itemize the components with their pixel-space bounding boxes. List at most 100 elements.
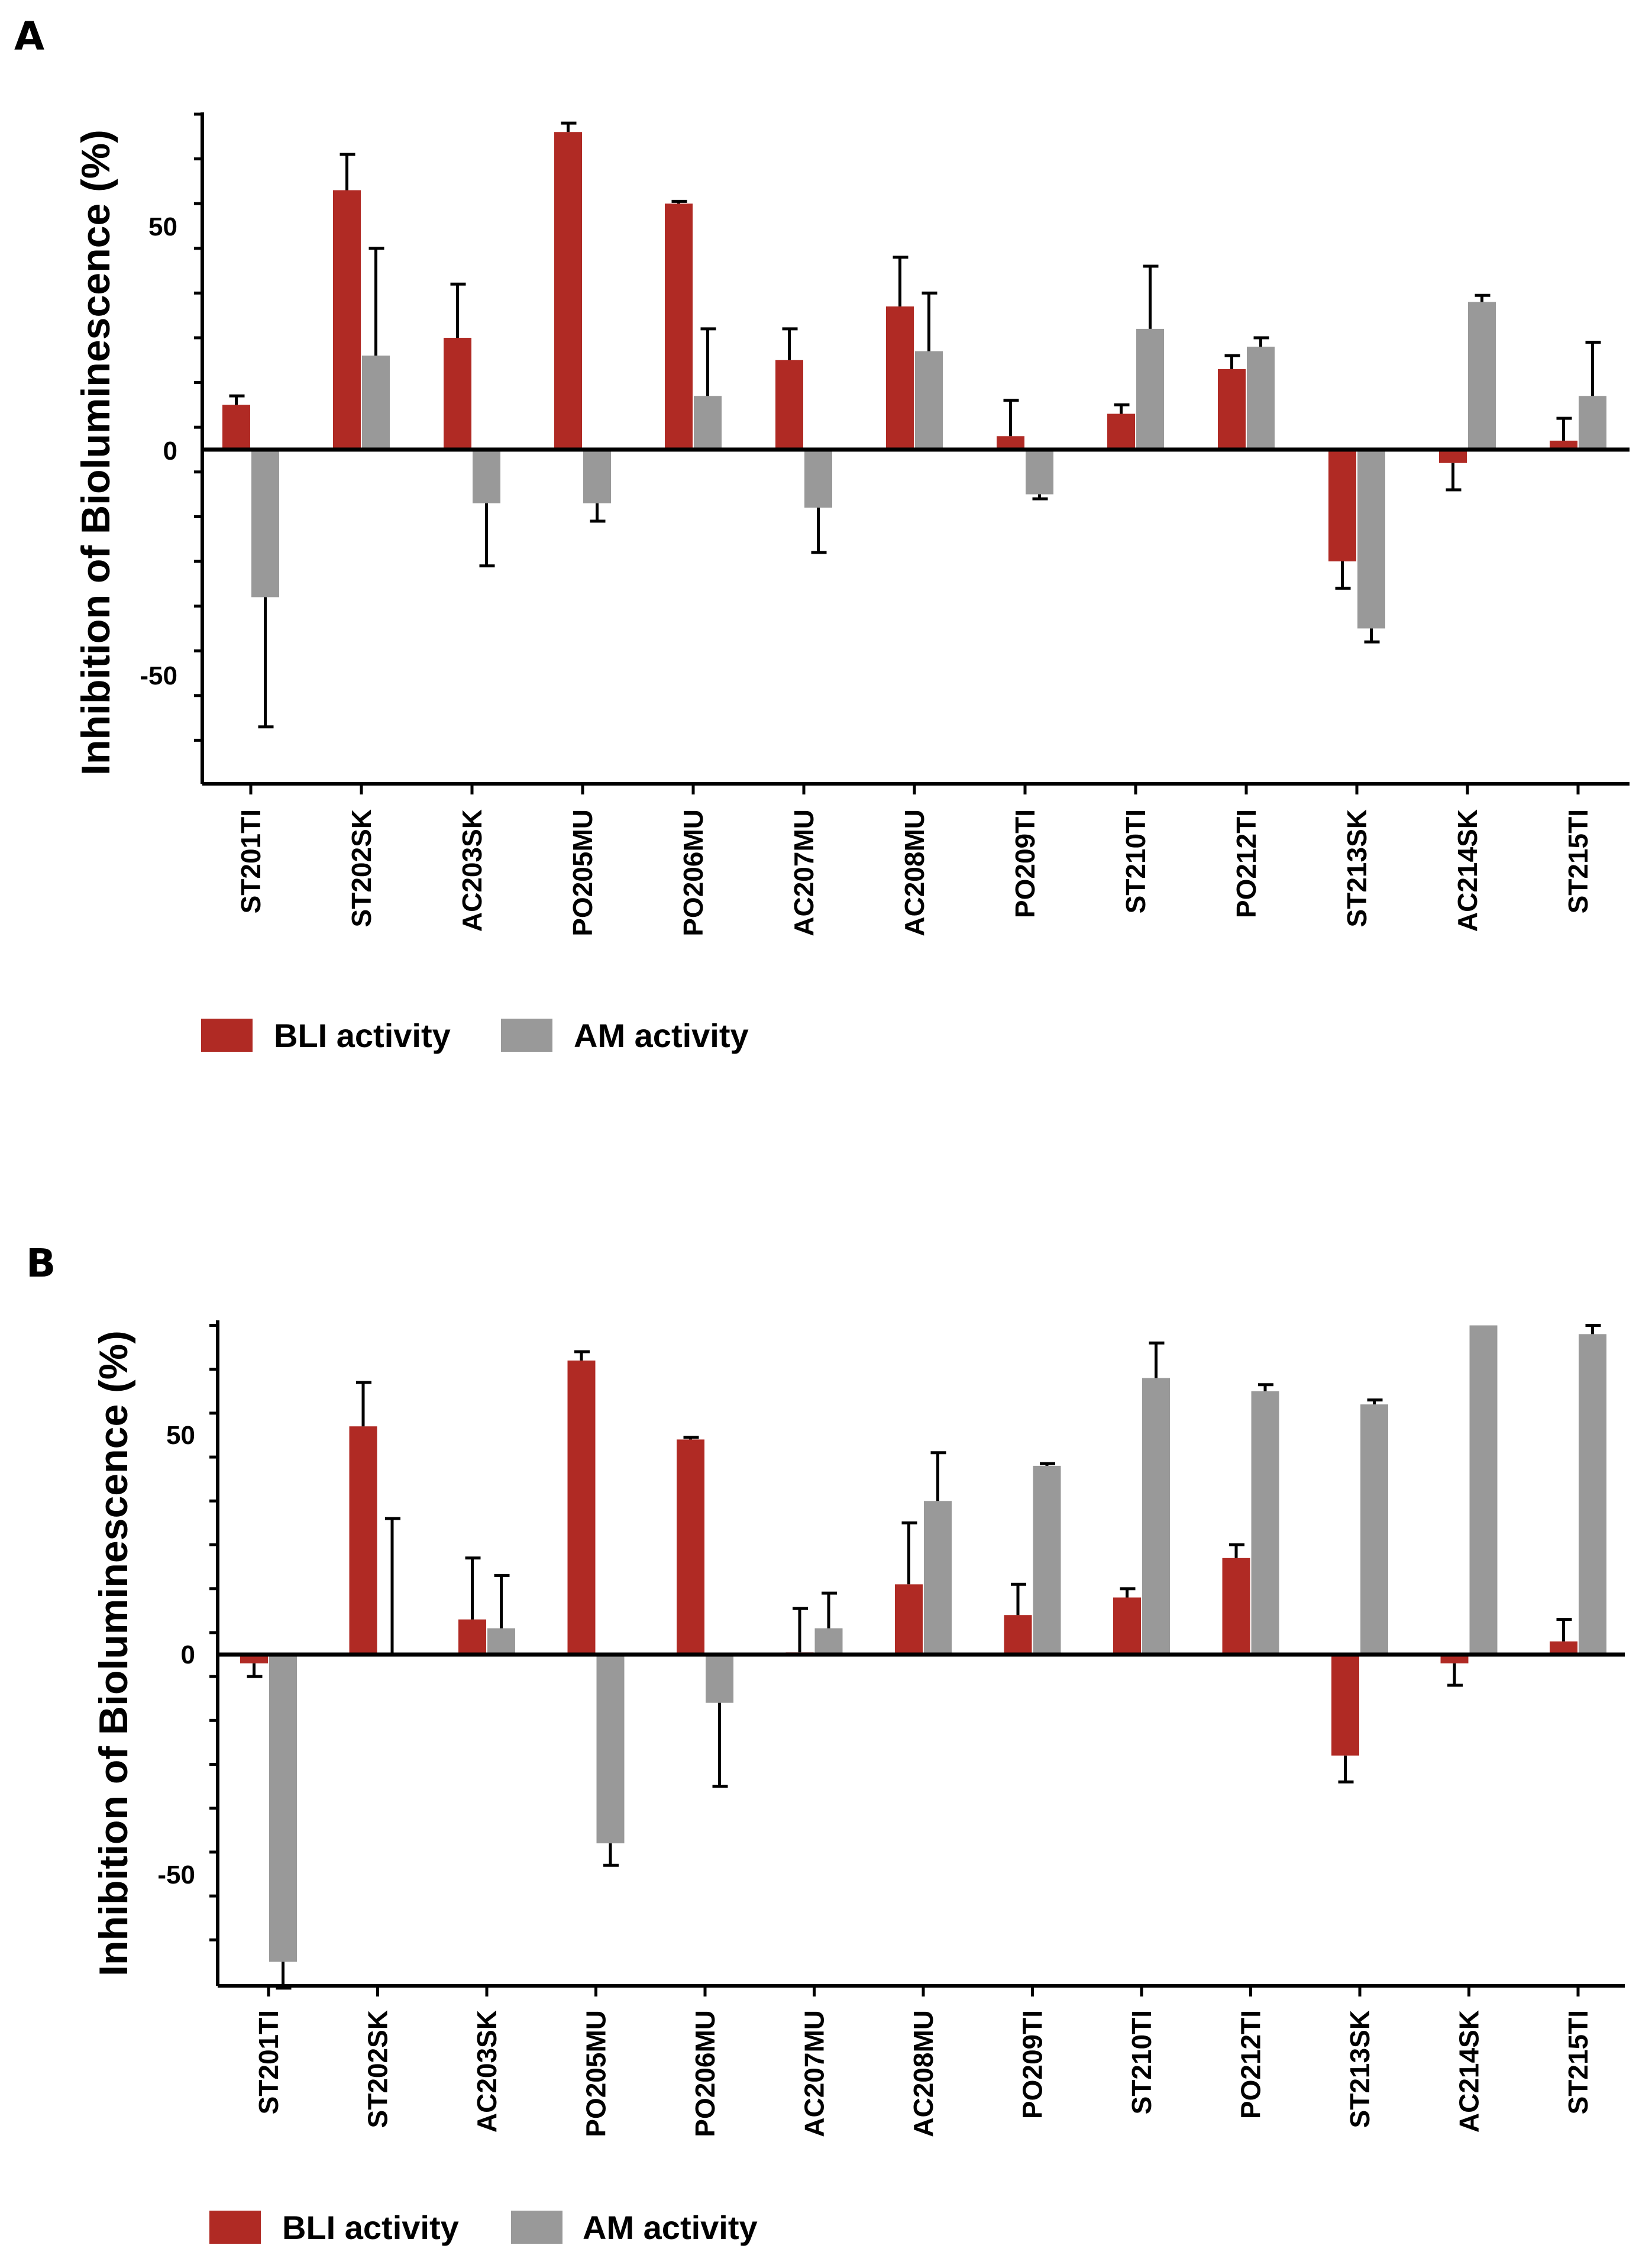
- x-tick-label-st215ti: ST215TI: [1563, 2010, 1593, 2114]
- error-bar-am-st210ti: [1143, 264, 1159, 329]
- x-tick-label-po212ti: PO212TI: [1231, 809, 1262, 918]
- bar-bli-st213sk: [1331, 1655, 1359, 1756]
- error-bar-am-po212ti: [1258, 1383, 1273, 1391]
- x-tick-label-po205mu: PO205MU: [581, 2010, 612, 2137]
- legend-label-am: AM activity: [583, 2209, 758, 2246]
- bar-am-ac208mu: [924, 1501, 952, 1655]
- bar-am-ac207mu: [814, 1628, 843, 1655]
- bar-am-po205mu: [583, 450, 611, 503]
- error-bar-am-ac203sk: [479, 503, 495, 568]
- error-bar-bli-st213sk: [1335, 561, 1351, 590]
- error-bar-bli-ac207mu: [782, 327, 798, 360]
- error-bar-am-ac208mu: [930, 1451, 946, 1501]
- bar-am-st201ti: [269, 1655, 297, 1962]
- error-bar-am-st215ti: [1585, 1324, 1601, 1335]
- panel-b-y-tick-labels: 50 0 -50: [157, 1421, 195, 1889]
- error-bar-bli-st215ti: [1556, 1618, 1572, 1642]
- error-bar-bli-po205mu: [574, 1350, 590, 1361]
- bar-am-st215ti: [1579, 1334, 1606, 1655]
- x-tick-label-ac208mu: AC208MU: [899, 809, 930, 936]
- error-bar-am-ac214sk: [1475, 293, 1491, 302]
- x-tick-label-ac203sk: AC203SK: [457, 809, 487, 932]
- bar-bli-po205mu: [567, 1360, 596, 1655]
- x-tick-label-ac203sk: AC203SK: [471, 2010, 502, 2133]
- bar-bli-ac208mu: [886, 306, 914, 450]
- bar-am-st202sk: [362, 356, 390, 450]
- bar-am-st201ti: [251, 450, 279, 597]
- error-bar-bli-st202sk: [356, 1381, 371, 1427]
- error-bar-am-po212ti: [1253, 336, 1269, 347]
- bar-bli-ac203sk: [444, 338, 471, 450]
- error-bar-bli-st213sk: [1338, 1755, 1354, 1784]
- bar-am-st215ti: [1579, 396, 1606, 450]
- error-bar-am-st201ti: [258, 597, 274, 729]
- bar-bli-po212ti: [1222, 1558, 1250, 1655]
- panel-b-x-tick-labels: ST201TI ST202SK AC203SK PO205MU PO206MU AC207…: [253, 2010, 1593, 2137]
- panel-a-y-tick-labels: 50 0 -50: [140, 212, 177, 690]
- panel-b-chart: B Inhibition of Bioluminescence (%) 50 0…: [26, 1240, 1625, 2246]
- x-tick-label-po209ti: PO209TI: [1017, 2010, 1048, 2119]
- error-bar-am-ac208mu: [922, 291, 937, 351]
- bar-am-po205mu: [596, 1655, 625, 1844]
- x-tick-label-st202sk: ST202SK: [346, 809, 377, 927]
- error-bar-am-ac207mu: [822, 1591, 837, 1629]
- legend-label-am: AM activity: [574, 1017, 749, 1054]
- error-bar-bli-po206mu: [683, 1436, 699, 1440]
- x-tick-label-st201ti: ST201TI: [235, 809, 266, 913]
- bar-bli-st201ti: [222, 405, 250, 450]
- error-bar-bli-po212ti: [1229, 1543, 1244, 1558]
- x-tick-label-st210ti: ST210TI: [1120, 809, 1151, 913]
- bar-am-st210ti: [1136, 328, 1164, 450]
- bar-bli-po206mu: [665, 203, 693, 450]
- bar-bli-ac207mu: [775, 360, 803, 450]
- error-bar-am-st202sk: [368, 247, 384, 356]
- error-bar-am-po209ti: [1032, 494, 1048, 500]
- error-bar-bli-po209ti: [1011, 1582, 1026, 1616]
- legend-swatch-bli: [209, 2211, 261, 2244]
- bar-bli-ac214sk: [1440, 1655, 1469, 1663]
- error-bar-am-st213sk: [1367, 1398, 1383, 1405]
- error-bar-bli-ac208mu: [893, 256, 909, 307]
- panel-b-y-axis-label: Inhibition of Bioluminescence (%): [91, 1330, 136, 1976]
- x-tick-label-ac214sk: AC214SK: [1452, 809, 1483, 932]
- x-tick-label-po209ti: PO209TI: [1010, 809, 1040, 918]
- bar-am-po209ti: [1026, 450, 1053, 495]
- x-tick-label-po212ti: PO212TI: [1236, 2010, 1266, 2119]
- x-tick-label-ac207mu: AC207MU: [788, 809, 819, 936]
- legend-label-bli: BLI activity: [282, 2209, 459, 2246]
- x-tick-label-po206mu: PO206MU: [690, 2010, 720, 2137]
- bar-bli-po212ti: [1218, 369, 1246, 450]
- panel-a-x-tick-labels: ST201TI ST202SK AC203SK PO205MU PO206MU AC207…: [235, 809, 1593, 936]
- bar-bli-st213sk: [1328, 450, 1356, 561]
- panel-b-legend: BLI activity AM activity: [209, 2209, 758, 2246]
- panel-a-ytick-label: -50: [140, 661, 177, 690]
- error-bar-bli-ac214sk: [1447, 1663, 1463, 1687]
- panel-a-ytick-label: 50: [148, 212, 177, 241]
- bar-bli-st201ti: [240, 1655, 268, 1663]
- legend-swatch-am: [511, 2211, 562, 2244]
- bar-bli-st210ti: [1107, 413, 1135, 450]
- x-tick-label-po205mu: PO205MU: [567, 809, 598, 936]
- bar-am-po212ti: [1251, 1391, 1279, 1655]
- bar-am-ac214sk: [1469, 1325, 1498, 1655]
- error-bar-bli-st201ti: [247, 1663, 263, 1678]
- error-bar-am-ac203sk: [494, 1574, 510, 1629]
- x-tick-label-st213sk: ST213SK: [1341, 809, 1372, 927]
- bar-am-st213sk: [1360, 1404, 1388, 1655]
- bar-bli-st202sk: [333, 190, 361, 450]
- bar-am-st213sk: [1357, 450, 1385, 629]
- panel-b-ytick-label: 50: [166, 1421, 195, 1450]
- error-bar-am-st202sk: [385, 1517, 400, 1655]
- x-tick-label-st202sk: ST202SK: [363, 2010, 393, 2128]
- bar-am-ac207mu: [804, 450, 832, 508]
- x-tick-label-ac207mu: AC207MU: [799, 2010, 830, 2137]
- panel-b-letter: B: [26, 1240, 56, 1286]
- bar-bli-st215ti: [1550, 1641, 1577, 1655]
- panel-b-ytick-label: 0: [181, 1640, 195, 1669]
- error-bar-bli-po206mu: [671, 199, 687, 204]
- x-tick-label-ac208mu: AC208MU: [908, 2010, 939, 2137]
- x-tick-label-st215ti: ST215TI: [1563, 809, 1593, 913]
- x-tick-label-po206mu: PO206MU: [678, 809, 709, 936]
- bar-bli-po209ti: [1004, 1615, 1032, 1655]
- error-bar-bli-ac208mu: [901, 1521, 917, 1585]
